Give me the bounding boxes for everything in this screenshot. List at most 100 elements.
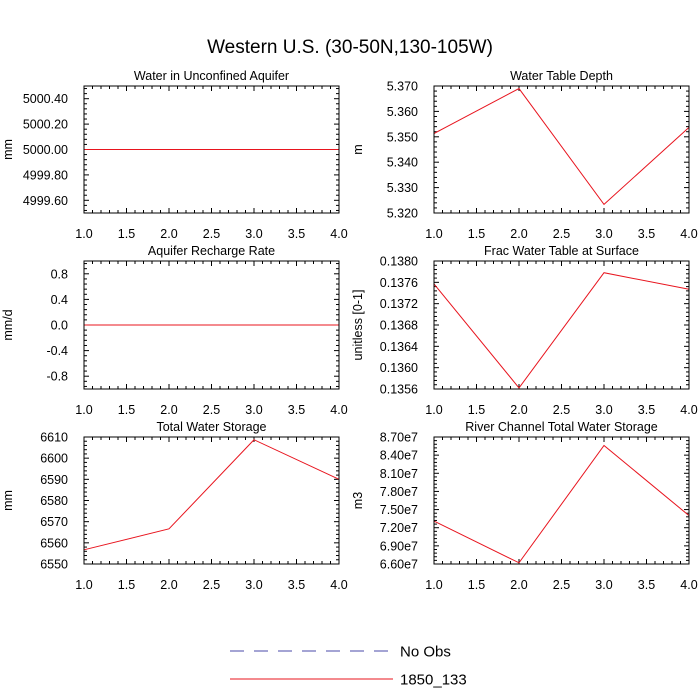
y-tick-label: 6600 — [40, 452, 68, 466]
x-tick-label: 2.5 — [203, 403, 220, 417]
y-axis-label: mm — [1, 139, 15, 160]
y-tick-label: 7.50e7 — [380, 503, 418, 517]
x-tick-label: 3.5 — [638, 227, 655, 241]
plot-frame — [83, 260, 340, 390]
panel-title: Frac Water Table at Surface — [484, 244, 639, 258]
plot-frame — [433, 436, 690, 565]
x-tick-label: 2.0 — [160, 578, 177, 592]
y-tick-label: 0.0 — [51, 319, 68, 333]
y-tick-label: 0.1372 — [380, 297, 418, 311]
y-tick-label: 7.20e7 — [380, 521, 418, 535]
x-tick-label: 1.5 — [468, 227, 485, 241]
x-tick-label: 1.0 — [425, 403, 442, 417]
y-tick-label: 5.360 — [387, 105, 418, 119]
y-tick-label: 5.330 — [387, 181, 418, 195]
y-tick-label: 0.8 — [51, 267, 68, 281]
legend-label-1: No Obs — [400, 644, 451, 661]
y-tick-label: -0.4 — [46, 344, 68, 358]
y-tick-label: 5000.00 — [23, 143, 68, 157]
panel-title: Water Table Depth — [510, 69, 613, 83]
x-tick-label: 4.0 — [330, 578, 347, 592]
panel-2: Water Table Depth m 1.0 1.5 2.0 2.5 3.0 3.5 4.0 5… — [351, 69, 698, 241]
panel-1: Water in Unconfined Aquifer mm 1.0 1.5 2.0 2.… — [1, 69, 348, 241]
x-tick-label: 2.0 — [510, 578, 527, 592]
x-tick-label: 4.0 — [330, 227, 347, 241]
y-axis-label: m — [351, 144, 365, 154]
panel-title: Total Water Storage — [156, 420, 266, 434]
panel-title: Aquifer Recharge Rate — [148, 244, 275, 258]
legend-label-2: 1850_133 — [400, 672, 467, 689]
x-tick-label: 2.0 — [510, 403, 527, 417]
x-tick-label: 3.5 — [638, 578, 655, 592]
y-tick-label: 5000.40 — [23, 92, 68, 106]
x-tick-label: 2.0 — [160, 403, 177, 417]
x-tick-label: 1.0 — [75, 578, 92, 592]
y-tick-label: 5.350 — [387, 130, 418, 144]
y-tick-label: 6610 — [40, 431, 68, 445]
x-tick-label: 1.5 — [118, 227, 135, 241]
x-tick-label: 3.0 — [595, 227, 612, 241]
series-line-1 — [83, 439, 340, 551]
x-tick-label: 2.5 — [203, 578, 220, 592]
x-tick-label: 3.5 — [288, 578, 305, 592]
panel-title: River Channel Total Water Storage — [465, 420, 658, 434]
x-tick-label: 3.0 — [595, 403, 612, 417]
x-tick-label: 1.5 — [468, 403, 485, 417]
x-tick-label: 4.0 — [330, 403, 347, 417]
x-tick-label: 1.5 — [468, 578, 485, 592]
y-tick-label: 8.40e7 — [380, 449, 418, 463]
x-tick-label: 3.0 — [595, 578, 612, 592]
plot-frame — [83, 85, 340, 214]
series-line-1 — [433, 87, 690, 206]
y-tick-label: 4999.60 — [23, 194, 68, 208]
x-tick-label: 3.5 — [638, 403, 655, 417]
y-axis-label: unitless [0-1] — [351, 290, 365, 361]
panel-3: Aquifer Recharge Rate mm/d 1.0 1.5 2.0 2.5 3.0… — [1, 244, 348, 417]
y-tick-label: 6550 — [40, 558, 68, 572]
panels: Water in Unconfined Aquifer mm 1.0 1.5 2.0 2.… — [1, 69, 698, 592]
x-tick-label: 1.0 — [75, 227, 92, 241]
legend: No Obs 1850_133 — [230, 644, 467, 689]
y-axis-label: mm — [1, 490, 15, 511]
x-tick-label: 3.5 — [288, 403, 305, 417]
figure-title: Western U.S. (30-50N,130-105W) — [207, 37, 493, 58]
panel-5: Total Water Storage mm 1.0 1.5 2.0 2.5 3.0 3.5 4… — [1, 420, 348, 592]
y-tick-label: 0.1364 — [380, 340, 418, 354]
plot-frame — [433, 260, 690, 390]
x-tick-label: 4.0 — [680, 578, 697, 592]
y-tick-label: 6570 — [40, 515, 68, 529]
x-tick-label: 2.0 — [510, 227, 527, 241]
x-tick-label: 2.5 — [553, 227, 570, 241]
y-tick-label: 5000.20 — [23, 118, 68, 132]
x-tick-label: 3.0 — [245, 578, 262, 592]
y-tick-label: 6590 — [40, 473, 68, 487]
x-tick-label: 4.0 — [680, 227, 697, 241]
x-tick-label: 1.0 — [425, 227, 442, 241]
y-tick-label: 4999.80 — [23, 168, 68, 182]
x-tick-label: 2.5 — [553, 578, 570, 592]
y-tick-label: 0.1376 — [380, 276, 418, 290]
y-tick-label: 0.1368 — [380, 319, 418, 333]
y-axis-label: mm/d — [1, 309, 15, 340]
panel-title: Water in Unconfined Aquifer — [134, 69, 289, 83]
y-tick-label: 5.320 — [387, 207, 418, 221]
x-tick-label: 1.5 — [118, 578, 135, 592]
y-tick-label: 6580 — [40, 494, 68, 508]
y-tick-label: 0.1380 — [380, 255, 418, 269]
y-tick-label: 0.1356 — [380, 383, 418, 397]
y-tick-label: 8.70e7 — [380, 431, 418, 445]
y-tick-label: 5.340 — [387, 156, 418, 170]
plot-frame — [83, 436, 340, 565]
series-line-1 — [433, 444, 690, 564]
x-tick-label: 3.0 — [245, 227, 262, 241]
x-tick-label: 3.5 — [288, 227, 305, 241]
panel-6: River Channel Total Water Storage m3 1.0 1.… — [351, 420, 698, 592]
y-tick-label: 6.90e7 — [380, 539, 418, 553]
x-tick-label: 1.0 — [75, 403, 92, 417]
x-tick-label: 2.5 — [203, 227, 220, 241]
y-tick-label: 8.10e7 — [380, 467, 418, 481]
series-line-1 — [433, 272, 690, 389]
y-tick-label: 6560 — [40, 536, 68, 550]
panel-4: Frac Water Table at Surface unitless [0-1… — [351, 244, 698, 417]
